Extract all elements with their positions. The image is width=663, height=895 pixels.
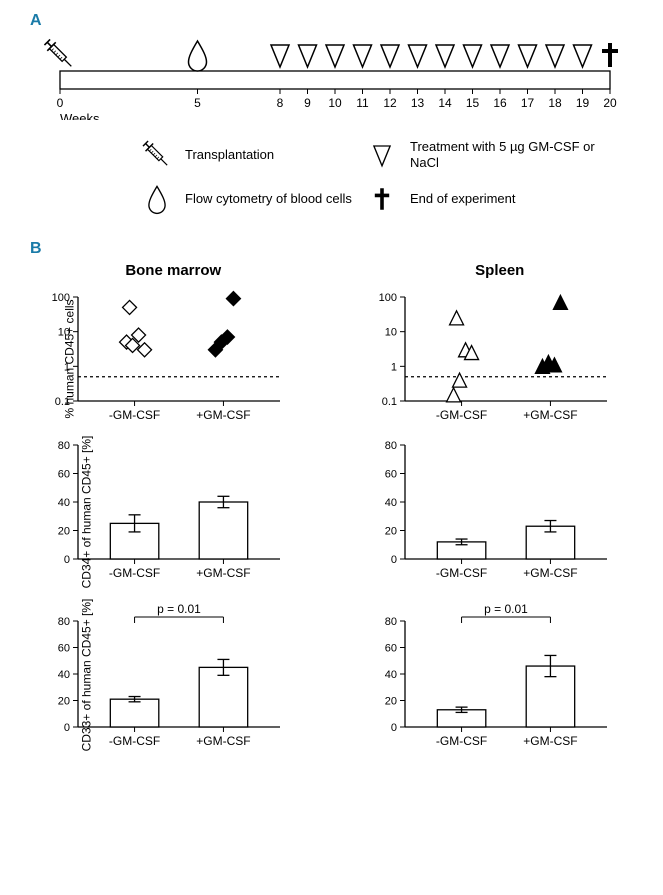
svg-text:0: 0: [64, 722, 70, 734]
svg-text:80: 80: [58, 616, 70, 628]
svg-text:19: 19: [576, 96, 590, 110]
svg-text:20: 20: [384, 696, 396, 708]
svg-text:0.1: 0.1: [381, 396, 396, 408]
svg-text:17: 17: [521, 96, 535, 110]
svg-text:14: 14: [438, 96, 452, 110]
svg-text:+GM-CSF: +GM-CSF: [196, 734, 250, 748]
svg-text:80: 80: [58, 440, 70, 452]
svg-text:13: 13: [411, 96, 425, 110]
panel-a: A 0 5 8 9 10 11 12 13 14 15 16 17 18 19 20 Weeks Transp…: [30, 12, 643, 216]
svg-text:9: 9: [304, 96, 311, 110]
svg-text:-GM-CSF: -GM-CSF: [435, 566, 486, 580]
svg-text:16: 16: [493, 96, 507, 110]
svg-text:40: 40: [384, 669, 396, 681]
svg-text:+GM-CSF: +GM-CSF: [523, 734, 577, 748]
scatter-plot: % human CD45+ cells0.1110100-GM-CSF+GM-C…: [30, 289, 317, 429]
svg-text:40: 40: [58, 497, 70, 509]
svg-text:Weeks: Weeks: [60, 111, 100, 120]
legend-icon-drop: [140, 182, 175, 216]
legend-text: End of experiment: [410, 191, 610, 207]
panel-b-label: B: [30, 240, 643, 258]
svg-text:60: 60: [384, 469, 396, 481]
panel-b: B Bone marrowSpleen% human CD45+ cells0.…: [30, 240, 643, 755]
svg-text:18: 18: [548, 96, 562, 110]
panel-b-grid: Bone marrowSpleen% human CD45+ cells0.11…: [30, 262, 643, 755]
svg-text:+GM-CSF: +GM-CSF: [523, 566, 577, 580]
svg-text:+GM-CSF: +GM-CSF: [196, 408, 250, 422]
legend-icon-triangle: [365, 138, 400, 172]
svg-text:40: 40: [384, 497, 396, 509]
svg-text:40: 40: [58, 669, 70, 681]
svg-text:0: 0: [390, 554, 396, 566]
svg-text:0: 0: [390, 722, 396, 734]
bar-chart: CD34+ of human CD45+ [%] 0 20 40 60 80 -GM-CSF…: [30, 437, 317, 587]
svg-text:80: 80: [384, 616, 396, 628]
svg-text:5: 5: [194, 96, 201, 110]
svg-text:20: 20: [58, 526, 70, 538]
svg-text:-GM-CSF: -GM-CSF: [109, 408, 160, 422]
svg-text:p = 0.01: p = 0.01: [484, 602, 528, 616]
column-title: Bone marrow: [30, 262, 317, 279]
legend-icon-syringe: [140, 138, 175, 172]
svg-text:1: 1: [390, 361, 396, 373]
svg-text:60: 60: [58, 469, 70, 481]
svg-text:8: 8: [277, 96, 284, 110]
legend-text: Flow cytometry of blood cells: [185, 191, 355, 207]
svg-text:20: 20: [384, 526, 396, 538]
svg-text:11: 11: [356, 96, 369, 110]
bar-chart: 0 20 40 60 80 -GM-CSF +GM-CSF p = 0.01: [357, 595, 644, 755]
svg-text:20: 20: [603, 96, 617, 110]
svg-text:0: 0: [57, 96, 64, 110]
column-title: Spleen: [357, 262, 644, 279]
y-axis-label: % human CD45+ cells: [63, 299, 77, 418]
svg-text:-GM-CSF: -GM-CSF: [109, 566, 160, 580]
scatter-plot: 0.1 1 10 100 -GM-CSF +GM-CSF: [357, 289, 644, 429]
legend-text: Transplantation: [185, 147, 355, 163]
svg-text:-GM-CSF: -GM-CSF: [435, 734, 486, 748]
y-axis-label: CD34+ of human CD45+ [%]: [79, 436, 93, 589]
svg-text:10: 10: [384, 327, 396, 339]
panel-a-label: A: [30, 12, 643, 30]
svg-text:+GM-CSF: +GM-CSF: [196, 566, 250, 580]
svg-text:15: 15: [466, 96, 480, 110]
svg-text:+GM-CSF: +GM-CSF: [523, 408, 577, 422]
svg-text:12: 12: [383, 96, 397, 110]
panel-a-legend: Transplantation Treatment with 5 µg GM-CS…: [140, 138, 643, 216]
svg-text:-GM-CSF: -GM-CSF: [435, 408, 486, 422]
svg-text:60: 60: [384, 643, 396, 655]
legend-text: Treatment with 5 µg GM-CSF or NaCl: [410, 139, 610, 170]
y-axis-label: CD33+ of human CD45+ [%]: [79, 599, 93, 752]
svg-text:100: 100: [378, 292, 396, 304]
svg-text:20: 20: [58, 696, 70, 708]
legend-icon-cross: [365, 182, 400, 216]
svg-text:-GM-CSF: -GM-CSF: [109, 734, 160, 748]
bar-chart: CD33+ of human CD45+ [%] 0 20 40 60 80 -GM-CSF…: [30, 595, 317, 755]
bar-chart: 0 20 40 60 80 -GM-CSF +GM-CSF: [357, 437, 644, 587]
svg-text:80: 80: [384, 440, 396, 452]
svg-text:p = 0.01: p = 0.01: [157, 602, 201, 616]
figure-root: A 05891011121314151617181920Weeks Transp…: [0, 0, 663, 895]
svg-text:0: 0: [64, 554, 70, 566]
svg-text:10: 10: [328, 96, 342, 110]
timeline-svg: 0 5 8 9 10 11 12 13 14 15 16 17 18 19 20 Weeks: [30, 30, 620, 120]
svg-text:60: 60: [58, 643, 70, 655]
